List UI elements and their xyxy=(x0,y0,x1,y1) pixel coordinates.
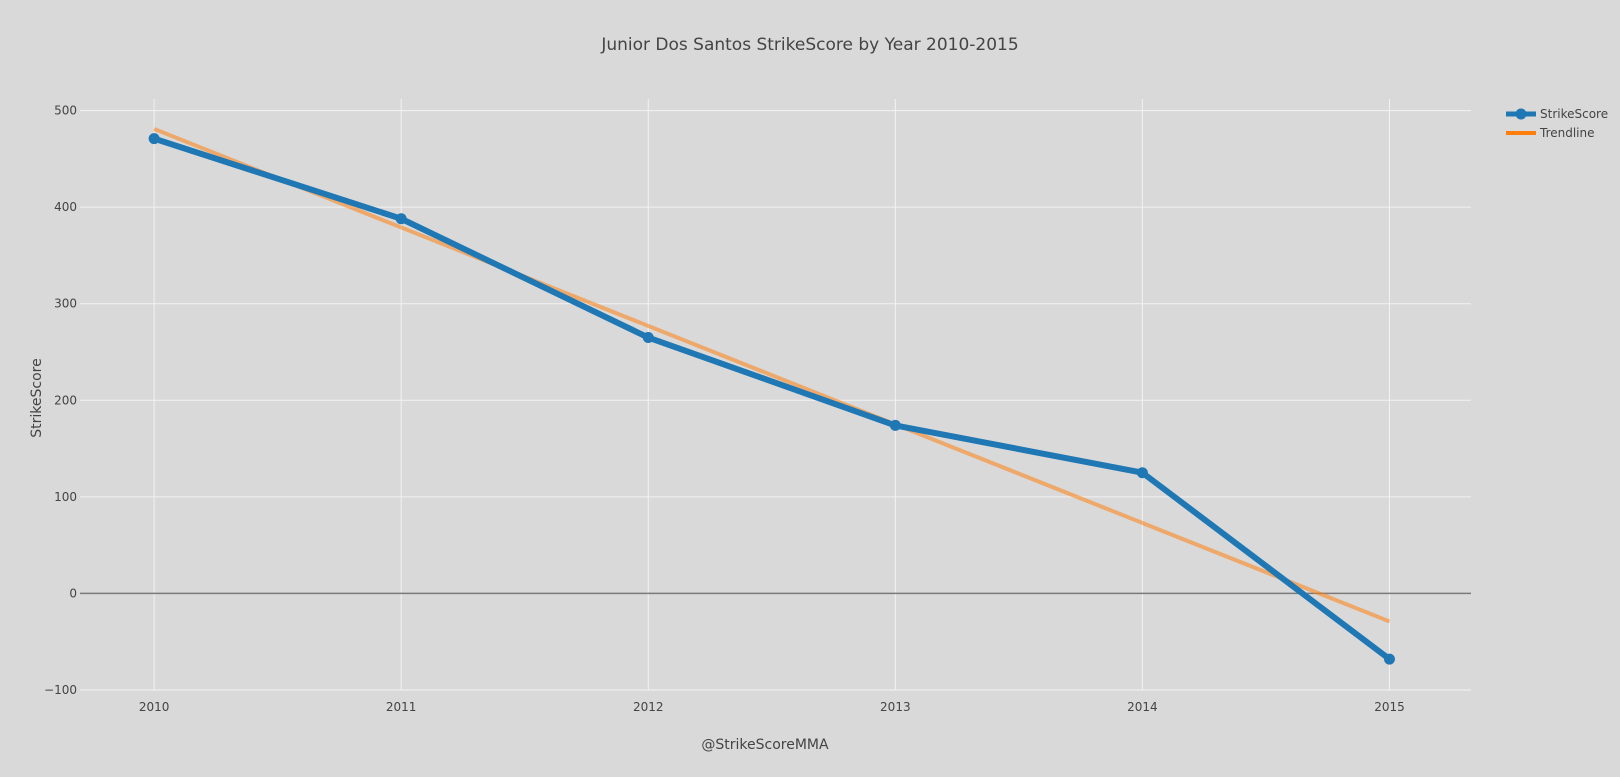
x-tick-label: 2012 xyxy=(633,700,664,714)
series-line-strikescore xyxy=(153,135,1392,662)
legend-item-trendline[interactable]: Trendline xyxy=(1506,126,1595,140)
x-tick-label: 2015 xyxy=(1374,700,1405,714)
series-layer xyxy=(148,127,1395,665)
x-tick-label: 2013 xyxy=(880,700,911,714)
y-tick-label: 400 xyxy=(54,200,77,214)
data-point-strikescore[interactable] xyxy=(1136,467,1148,479)
series-line-trendline xyxy=(153,127,1391,624)
x-axis-title: @StrikeScoreMMA xyxy=(701,737,829,753)
legend-marker-strikescore xyxy=(1515,108,1527,120)
data-point-strikescore[interactable] xyxy=(1383,653,1395,665)
legend: StrikeScore Trendline xyxy=(1506,107,1608,140)
grid xyxy=(80,99,1471,691)
data-point-strikescore[interactable] xyxy=(148,133,160,145)
y-tick-label: 300 xyxy=(54,297,77,311)
legend-label-strikescore: StrikeScore xyxy=(1540,107,1608,121)
y-tick-label: 0 xyxy=(69,586,77,600)
x-axis-ticks: 2010 2011 2012 2013 2014 2015 xyxy=(139,700,1405,714)
y-axis-title: StrikeScore xyxy=(29,358,45,437)
y-tick-label: 500 xyxy=(54,104,77,118)
legend-label-trendline: Trendline xyxy=(1539,126,1595,140)
x-tick-label: 2011 xyxy=(386,700,417,714)
x-tick-label: 2010 xyxy=(139,700,170,714)
y-tick-label: 100 xyxy=(54,490,77,504)
x-tick-label: 2014 xyxy=(1127,700,1158,714)
data-point-strikescore[interactable] xyxy=(889,419,901,431)
y-tick-label: −100 xyxy=(44,683,77,697)
y-axis-ticks: −100 0 100 200 300 400 500 xyxy=(44,104,77,697)
chart-title: Junior Dos Santos StrikeScore by Year 20… xyxy=(600,35,1018,55)
legend-item-strikescore[interactable]: StrikeScore xyxy=(1506,107,1608,121)
data-point-strikescore[interactable] xyxy=(642,332,654,344)
y-tick-label: 200 xyxy=(54,393,77,407)
data-point-strikescore[interactable] xyxy=(395,213,407,225)
